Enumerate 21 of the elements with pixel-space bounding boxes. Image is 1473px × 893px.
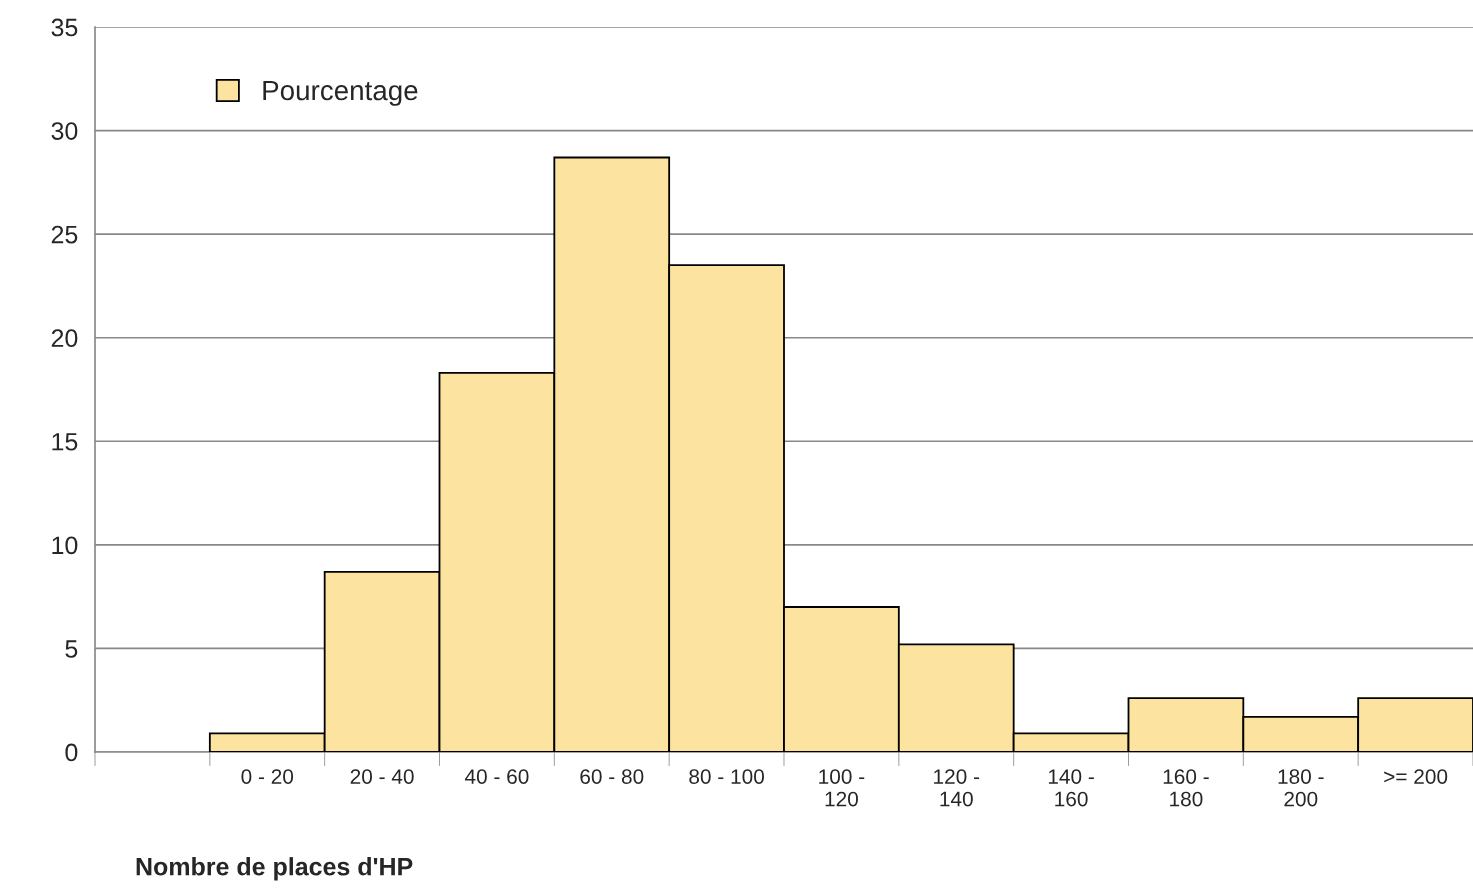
x-tick-label: 180 - 200 xyxy=(1278,769,1324,807)
y-tick-label: 20 xyxy=(51,329,78,348)
x-tick-label: 120 - 140 xyxy=(934,769,980,807)
x-tick-label: 20 - 40 xyxy=(350,769,414,784)
y-tick-label: 15 xyxy=(52,433,78,451)
y-tick-label: 5 xyxy=(65,640,78,658)
x-tick-label: 80 - 100 xyxy=(689,769,764,784)
x-tick-label: 40 - 60 xyxy=(464,769,529,784)
x-tick-label: 100 - 120 xyxy=(819,769,865,807)
y-tick-label: 10 xyxy=(52,536,78,555)
x-tick-label: 160 - 180 xyxy=(1163,769,1209,807)
legend-label: Pourcentage xyxy=(263,80,418,106)
x-tick-label: >= 200 xyxy=(1384,769,1448,784)
x-tick-label: 60 - 80 xyxy=(580,769,644,784)
y-tick-label: 35 xyxy=(51,18,78,37)
x-tick-label: 0 - 20 xyxy=(241,769,294,784)
y-tick-label: 25 xyxy=(51,225,78,244)
y-tick-label: 0 xyxy=(65,743,78,762)
y-tick-label: 30 xyxy=(51,122,78,140)
x-axis-title: Nombre de places d'HP xyxy=(136,857,413,881)
x-tick-label: 140 - 160 xyxy=(1048,769,1094,807)
